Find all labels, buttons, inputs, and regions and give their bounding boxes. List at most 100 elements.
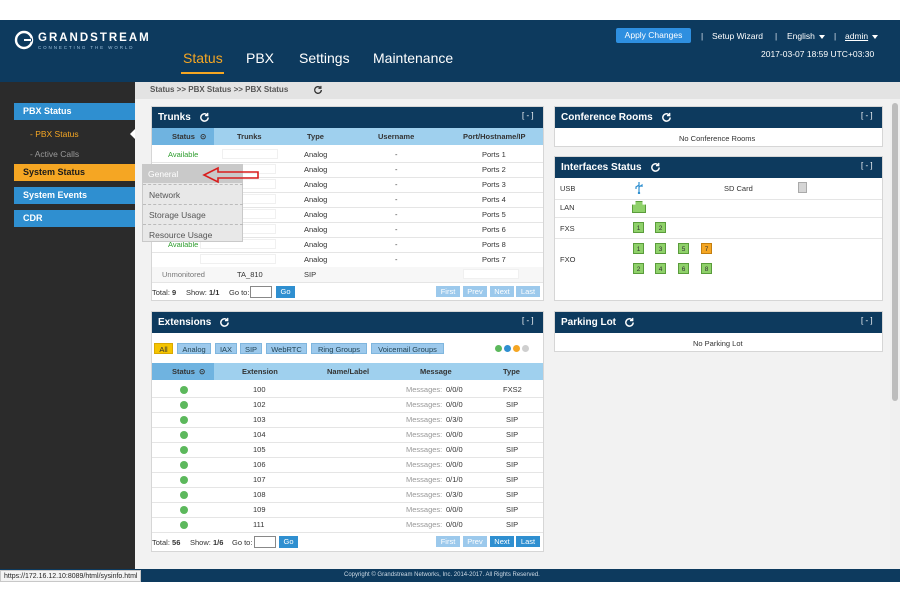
column-trunks[interactable]: Trunks — [237, 132, 262, 141]
pager-prev-button[interactable]: Prev — [463, 536, 487, 547]
interfaces-header: Interfaces Status — [555, 157, 882, 178]
submenu-item-storage-usage[interactable]: Storage Usage — [149, 210, 206, 220]
table-row[interactable]: Analog - Ports 6 — [152, 222, 543, 237]
filter-sip[interactable]: SIP — [240, 343, 262, 354]
column-type[interactable]: Type — [307, 132, 324, 141]
table-row[interactable]: Analog - Ports 5 — [152, 207, 543, 222]
pager-first-button[interactable]: First — [436, 536, 460, 547]
table-row[interactable]: 104 Messages: 0/0/0 SIP — [152, 427, 543, 442]
refresh-icon[interactable] — [661, 112, 672, 123]
go-button[interactable]: Go — [276, 286, 295, 298]
trunk-name: TA_810 — [237, 270, 263, 279]
pager-next-button[interactable]: Next — [490, 536, 514, 547]
sidebar-item-cdr[interactable]: CDR — [14, 210, 136, 227]
filter-analog[interactable]: Analog — [177, 343, 211, 354]
pager-prev-button[interactable]: Prev — [463, 286, 487, 297]
column-extension[interactable]: Extension — [242, 367, 278, 376]
divider — [555, 217, 882, 218]
table-row[interactable]: Available Analog - Ports 8 — [152, 237, 543, 252]
row-divider — [152, 472, 543, 473]
collapse-toggle[interactable]: [ - ] — [522, 111, 534, 120]
sidebar-item-system-status[interactable]: System Status — [14, 164, 136, 181]
status-dot — [180, 461, 188, 469]
column-status[interactable]: Status — [172, 132, 195, 141]
header-separator: | — [834, 31, 837, 41]
usb-icon — [635, 182, 643, 194]
conference-rooms-panel: Conference Rooms [ - ] No Conference Roo… — [554, 106, 883, 147]
sort-icon[interactable]: ⊙ — [200, 132, 207, 141]
message-count: 0/0/0 — [446, 445, 463, 454]
table-row[interactable]: 106 Messages: 0/0/0 SIP — [152, 457, 543, 472]
table-row[interactable]: 111 Messages: 0/0/0 SIP — [152, 517, 543, 532]
sidebar-item-system-events[interactable]: System Events — [14, 187, 136, 204]
column-name-label[interactable]: Name/Label — [327, 367, 370, 376]
submenu-item-resource-usage[interactable]: Resource Usage — [149, 230, 213, 240]
collapse-toggle[interactable]: [ - ] — [522, 316, 534, 325]
nav-tab-settings[interactable]: Settings — [299, 50, 350, 66]
status-dot — [180, 521, 188, 529]
goto-page-input[interactable] — [254, 536, 276, 548]
trunk-port: Ports 2 — [482, 165, 506, 174]
refresh-icon[interactable] — [313, 85, 323, 95]
language-select[interactable]: English — [787, 31, 825, 41]
table-row[interactable]: 102 Messages: 0/0/0 SIP — [152, 397, 543, 412]
goto-page-input[interactable] — [250, 286, 272, 298]
filter-webrtc[interactable]: WebRTC — [266, 343, 307, 354]
table-row[interactable]: 100 Messages: 0/0/0 FXS2 — [152, 382, 543, 397]
nav-tab-maintenance[interactable]: Maintenance — [373, 50, 454, 66]
message-label: Messages: — [406, 475, 443, 484]
column-username[interactable]: Username — [378, 132, 415, 141]
column-port[interactable]: Port/Hostname/IP — [463, 132, 526, 141]
table-row[interactable]: 103 Messages: 0/3/0 SIP — [152, 412, 543, 427]
pager-last-button[interactable]: Last — [516, 286, 540, 297]
legend-dot-blue — [504, 345, 511, 352]
table-row[interactable]: Analog - Ports 4 — [152, 192, 543, 207]
pager-next-button[interactable]: Next — [490, 286, 514, 297]
filter-all[interactable]: All — [154, 343, 173, 354]
trunk-type: Analog — [304, 225, 328, 234]
filter-iax[interactable]: IAX — [215, 343, 237, 354]
column-status[interactable]: Status — [172, 367, 195, 376]
nav-tab-status[interactable]: Status — [183, 50, 223, 66]
user-menu[interactable]: admin — [845, 31, 879, 41]
setup-wizard-link[interactable]: Setup Wizard — [712, 31, 764, 41]
refresh-icon[interactable] — [199, 112, 210, 123]
column-type[interactable]: Type — [503, 367, 520, 376]
collapse-toggle[interactable]: [ - ] — [861, 161, 873, 170]
filter-ring-groups[interactable]: Ring Groups — [311, 343, 367, 354]
trunk-port: Ports 7 — [482, 255, 506, 264]
collapse-toggle[interactable]: [ - ] — [861, 316, 873, 325]
apply-changes-button[interactable]: Apply Changes — [616, 28, 691, 43]
table-row[interactable]: 109 Messages: 0/0/0 SIP — [152, 502, 543, 517]
message-count: 0/3/0 — [446, 415, 463, 424]
table-row[interactable]: Analog - Ports 2 — [152, 162, 543, 177]
sort-icon[interactable]: ⊙ — [199, 367, 206, 376]
sidebar-subitem-active-calls[interactable]: - Active Calls — [30, 149, 80, 159]
table-row[interactable]: Available Analog - Ports 1 — [152, 147, 543, 162]
extension-type: SIP — [506, 505, 519, 514]
pager-last-button[interactable]: Last — [516, 536, 540, 547]
divider — [143, 224, 243, 225]
user-label: admin — [845, 31, 869, 41]
table-row[interactable]: Analog - Ports 7 — [152, 252, 543, 267]
nav-tab-pbx[interactable]: PBX — [246, 50, 275, 66]
submenu-item-network[interactable]: Network — [149, 190, 181, 200]
refresh-icon[interactable] — [624, 317, 635, 328]
scrollbar-thumb[interactable] — [892, 103, 898, 401]
submenu-item-general-label[interactable]: General — [148, 169, 179, 179]
table-row[interactable]: 107 Messages: 0/1/0 SIP — [152, 472, 543, 487]
refresh-icon[interactable] — [650, 162, 661, 173]
refresh-icon[interactable] — [219, 317, 230, 328]
table-row[interactable]: Unmonitored TA_810 SIP — [152, 267, 543, 282]
sidebar-subitem-pbx-status[interactable]: - PBX Status — [30, 129, 79, 139]
pager-first-button[interactable]: First — [436, 286, 460, 297]
collapse-toggle[interactable]: [ - ] — [861, 111, 873, 120]
filter-voicemail-groups[interactable]: Voicemail Groups — [371, 343, 444, 354]
go-button[interactable]: Go — [279, 536, 298, 548]
table-row[interactable]: 108 Messages: 0/3/0 SIP — [152, 487, 543, 502]
table-row[interactable]: 105 Messages: 0/0/0 SIP — [152, 442, 543, 457]
column-message[interactable]: Message — [420, 367, 452, 376]
legend-dot-green — [495, 345, 502, 352]
table-row[interactable]: Analog - Ports 3 — [152, 177, 543, 192]
sidebar-item-pbx-status[interactable]: PBX Status — [14, 103, 136, 120]
